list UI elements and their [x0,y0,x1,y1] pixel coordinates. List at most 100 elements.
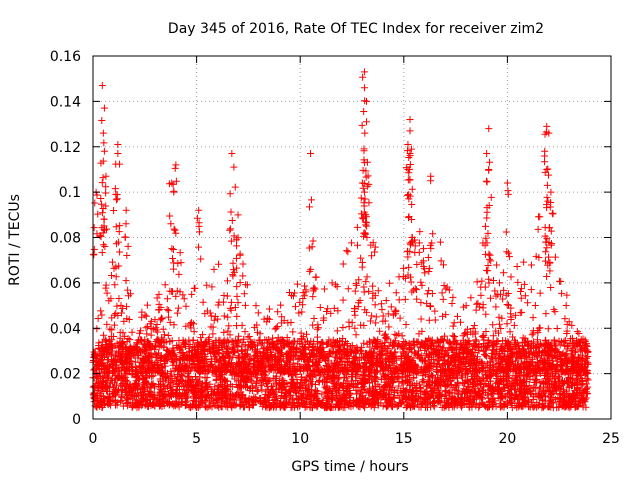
data-point [425,287,433,295]
data-point [417,366,425,374]
data-point [413,379,421,387]
data-point [347,373,355,381]
data-point [454,374,462,382]
data-point [440,380,448,388]
data-point [299,391,307,399]
data-point [409,396,417,404]
data-point [251,351,259,359]
data-point [369,282,377,290]
data-point [309,352,317,360]
data-point [513,353,521,361]
data-point [513,373,521,381]
data-point [501,392,509,400]
data-point [488,402,496,410]
data-point [233,242,241,250]
data-point [163,305,171,313]
data-point [289,376,297,384]
data-point [166,318,174,326]
data-point [474,373,482,381]
data-point [559,380,567,388]
data-point [427,371,435,379]
data-point [377,388,385,396]
data-point [117,381,125,389]
data-point [218,402,226,410]
data-point [165,401,173,409]
data-point [229,348,237,356]
data-point [505,365,513,373]
data-point [549,394,557,402]
data-point [517,285,525,293]
data-point [503,320,511,328]
data-point [173,309,181,317]
data-point [129,401,137,409]
data-point [367,365,375,373]
data-point [129,391,137,399]
data-point [276,403,284,411]
data-point [125,361,133,369]
data-point [205,343,213,351]
data-point [176,249,184,257]
data-point [395,378,403,386]
data-point [168,400,176,408]
data-point [182,401,190,409]
data-point [440,337,448,345]
data-point [343,341,351,349]
data-point [209,330,217,338]
data-point [536,385,544,393]
chart-title: Day 345 of 2016, Rate Of TEC Index for r… [168,21,544,37]
data-point [563,329,571,337]
data-point [482,310,490,318]
data-point [400,264,408,272]
data-point [511,396,519,404]
data-point [233,390,241,398]
data-point [345,323,353,331]
data-point [476,376,484,384]
data-point [499,337,507,345]
data-point [527,344,535,352]
data-point [176,345,184,353]
data-point [473,278,481,286]
data-point [353,396,361,404]
data-point [224,313,232,321]
data-point [425,316,433,324]
data-point [512,338,520,346]
data-point [181,389,189,397]
data-point [155,381,163,389]
data-point [489,401,497,409]
data-point [126,360,134,368]
data-point [522,363,530,371]
data-point [352,376,360,384]
data-point [188,346,196,354]
data-point [389,339,397,347]
data-point [448,389,456,397]
data-point [445,388,453,396]
data-point [189,402,197,410]
data-point [538,351,546,359]
data-point [98,404,106,412]
data-point [203,404,211,412]
data-point [472,306,480,314]
data-point [509,381,517,389]
data-point [429,349,437,357]
data-point [469,396,477,404]
data-point [176,375,184,383]
data-point [165,354,173,362]
data-point [143,354,151,362]
data-point [199,343,207,351]
data-point [352,349,360,357]
data-point [507,394,515,402]
data-point [291,388,299,396]
data-point [390,373,398,381]
data-point [567,375,575,383]
data-point [183,362,191,370]
data-point [347,399,355,407]
data-point [288,367,296,375]
data-point [277,381,285,389]
data-point [143,402,151,410]
data-point [487,377,495,385]
data-point [530,383,538,391]
data-point [126,336,134,344]
data-point [445,366,453,374]
data-point [247,376,255,384]
data-point [551,374,559,382]
